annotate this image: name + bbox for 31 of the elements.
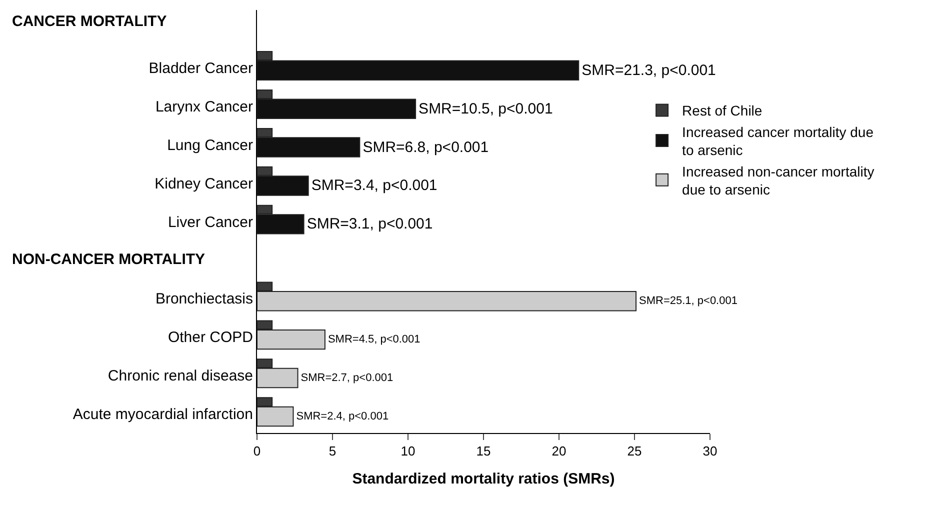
x-tick-label: 0 [253, 444, 261, 459]
data-label: SMR=3.1, p<0.001 [306, 216, 433, 233]
data-label: SMR=3.4, p<0.001 [311, 177, 438, 194]
legend-label: Rest of Chile [682, 102, 762, 119]
x-axis-title: Standardized mortality ratios (SMRs) [352, 470, 615, 488]
y-tick-label: Bronchiectasis [155, 290, 253, 308]
y-tick-label: Kidney Cancer [154, 175, 253, 192]
data-label: SMR=21.3, p<0.001 [582, 62, 716, 79]
x-tick-label: 15 [476, 444, 491, 459]
y-tick-label: Liver Cancer [168, 214, 253, 231]
data-label: SMR=4.5, p<0.001 [328, 334, 420, 346]
y-tick-label: Other COPD [168, 329, 254, 346]
x-tick-label: 5 [328, 444, 336, 459]
text: CANCER MORTALITY [12, 13, 167, 30]
x-tick-label: 20 [552, 444, 566, 459]
legend-label: Increased non-cancer mortality due to arsenic [682, 163, 874, 198]
data-label: SMR=2.4, p<0.001 [296, 410, 389, 422]
data-label: SMR=25.1, p<0.001 [639, 295, 738, 308]
y-tick-label: Lung Cancer [167, 136, 253, 154]
y-tick-label: Acute myocardial infarction [72, 406, 253, 424]
legend-label: Increased cancer mortality due to arsenic [682, 124, 874, 158]
y-tick-label: Bladder Cancer [148, 60, 253, 77]
data-label: SMR=2.7, p<0.001 [300, 372, 394, 384]
x-tick-label: 10 [400, 444, 416, 459]
y-tick-label: Chronic renal disease [108, 368, 253, 385]
data-label: SMR=10.5, p<0.001 [418, 100, 553, 118]
y-tick-label: Larynx Cancer [155, 98, 253, 116]
data-label: SMR=6.8, p<0.001 [362, 138, 489, 156]
x-tick-label: 25 [627, 444, 642, 459]
x-tick-label: 30 [702, 444, 718, 459]
text: NON-CANCER MORTALITY [12, 251, 206, 268]
